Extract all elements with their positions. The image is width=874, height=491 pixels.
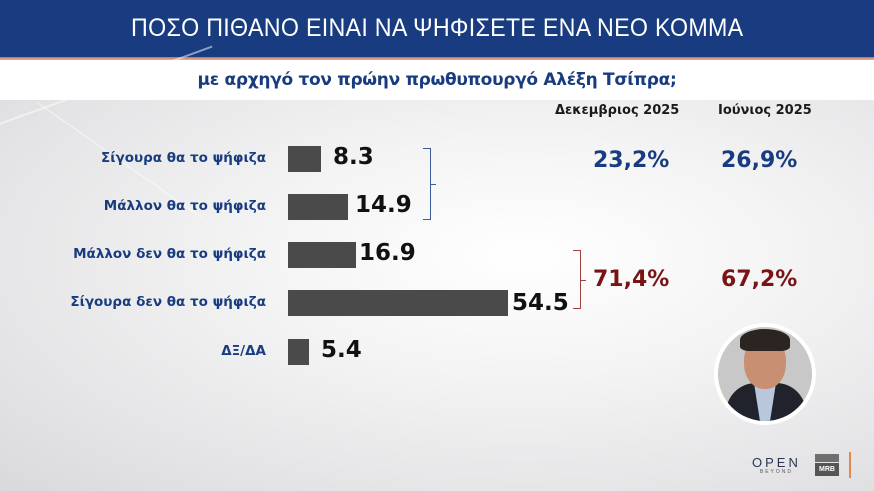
chart-title: ΠΟΣΟ ΠΙΘΑΝΟ ΕΙΝΑΙ ΝΑ ΨΗΦΙΣΕΤΕ ΕΝΑ ΝΕΟ ΚΟ… [130, 14, 744, 42]
bar-value-probably-no: 16.9 [359, 240, 416, 266]
bar-definitely-yes [288, 146, 321, 172]
mrb-logo: MRB [815, 454, 839, 476]
subtitle-band: με αρχηγό τον πρώην πρωθυπουργό Αλέξη Τσ… [0, 60, 874, 100]
row-label-definitely-yes: Σίγουρα θα το ψήφιζα [101, 150, 266, 166]
would-not-vote-current: 71,4% [593, 267, 670, 292]
row-label-probably-yes: Μάλλον θα το ψήφιζα [103, 198, 266, 214]
portrait-shirt [754, 383, 776, 421]
row-label-probably-no: Μάλλον δεν θα το ψήφιζα [73, 246, 266, 262]
mrb-logo-bar [815, 454, 839, 462]
open-beyond-logo: OPEN BEYOND [752, 455, 801, 475]
portrait-image [718, 327, 812, 421]
politician-portrait [714, 323, 816, 425]
bracket-tick [581, 279, 586, 281]
column-header-previous: Ιούνιος 2025 [718, 103, 812, 118]
portrait-hair [740, 329, 790, 351]
bar-probably-yes [288, 194, 348, 220]
bar-value-probably-yes: 14.9 [355, 192, 412, 218]
bar-value-definitely-no: 54.5 [512, 290, 569, 316]
bar-value-dont-know: 5.4 [321, 337, 362, 363]
accent-divider [0, 57, 874, 60]
row-label-definitely-no: Σίγουρα δεν θα το ψήφιζα [70, 294, 266, 310]
column-header-current: Δεκεμβριος 2025 [555, 103, 680, 118]
bar-dont-know [288, 339, 309, 365]
bracket-would-vote [423, 148, 436, 220]
bar-value-definitely-yes: 8.3 [333, 144, 374, 170]
bar-probably-no [288, 242, 356, 268]
open-logo-subtext: BEYOND [759, 469, 793, 475]
would-not-vote-previous: 67,2% [721, 267, 798, 292]
mrb-logo-text: MRB [815, 463, 839, 476]
would-vote-current: 23,2% [593, 148, 670, 173]
chart-subtitle: με αρχηγό τον πρώην πρωθυπουργό Αλέξη Τσ… [197, 70, 677, 90]
open-logo-text: OPEN [752, 455, 801, 470]
would-vote-previous: 26,9% [721, 148, 798, 173]
orange-divider [849, 452, 851, 478]
bracket-tick [431, 184, 436, 186]
bracket-would-not-vote [573, 250, 586, 309]
row-label-dont-know: ΔΞ/ΔΑ [221, 343, 266, 359]
title-banner: ΠΟΣΟ ΠΙΘΑΝΟ ΕΙΝΑΙ ΝΑ ΨΗΦΙΣΕΤΕ ΕΝΑ ΝΕΟ ΚΟ… [0, 0, 874, 57]
bar-definitely-no [288, 290, 508, 316]
